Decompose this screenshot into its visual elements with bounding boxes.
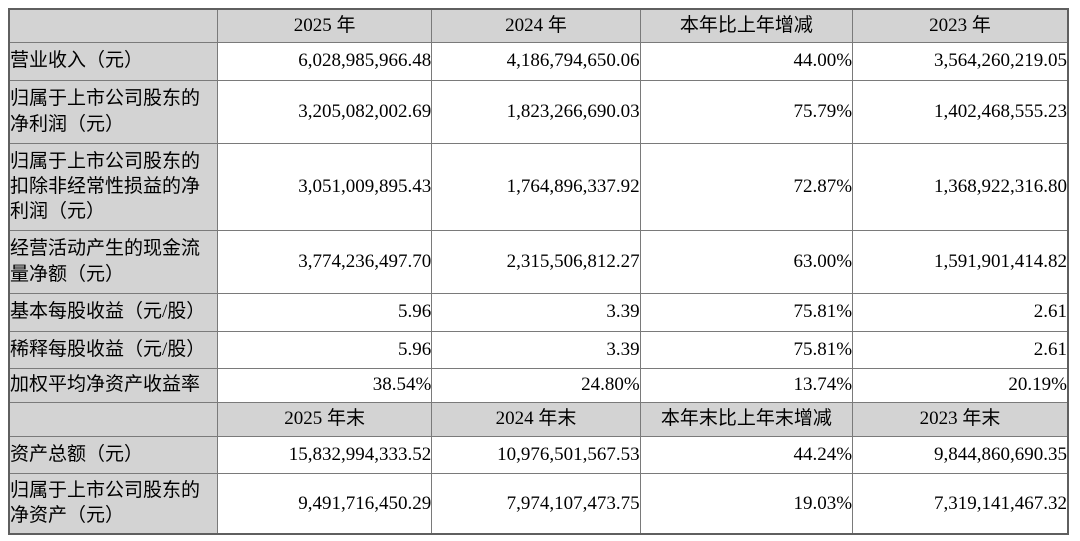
cell-value: 2.61	[852, 330, 1069, 369]
row-label: 归属于上市公司股东的净资产（元）	[8, 472, 218, 535]
cell-value: 3,774,236,497.70	[216, 229, 433, 294]
cell-value: 9,844,860,690.35	[852, 435, 1069, 474]
table-row-revenue: 营业收入（元） 6,028,985,966.48 4,186,794,650.0…	[8, 41, 1069, 81]
cell-value: 24.80%	[431, 367, 641, 403]
row-label: 加权平均净资产收益率	[8, 367, 218, 403]
cell-value: 44.00%	[639, 41, 854, 81]
cell-value: 72.87%	[639, 142, 854, 231]
row-label: 稀释每股收益（元/股）	[8, 330, 218, 369]
cell-value: 2,315,506,812.27	[431, 229, 641, 294]
cell-value: 1,402,468,555.23	[852, 79, 1069, 144]
cell-value: 3,564,260,219.05	[852, 41, 1069, 81]
cell-value: 75.81%	[639, 292, 854, 332]
section2-header-row: 2025 年末 2024 年末 本年末比上年末增减 2023 年末	[8, 401, 1069, 437]
col-header-yoy-change: 本年比上年增减	[639, 8, 854, 43]
cell-value: 75.79%	[639, 79, 854, 144]
corner-cell	[8, 8, 218, 43]
table-row-total-assets: 资产总额（元） 15,832,994,333.52 10,976,501,567…	[8, 435, 1069, 474]
cell-value: 4,186,794,650.06	[431, 41, 641, 81]
cell-value: 38.54%	[216, 367, 433, 403]
cell-value: 13.74%	[639, 367, 854, 403]
table-row-net-profit-excl-nonrecurring: 归属于上市公司股东的扣除非经常性损益的净利润（元） 3,051,009,895.…	[8, 142, 1069, 231]
row-label: 基本每股收益（元/股）	[8, 292, 218, 332]
cell-value: 3,051,009,895.43	[216, 142, 433, 231]
cell-value: 9,491,716,450.29	[216, 472, 433, 535]
cell-value: 6,028,985,966.48	[216, 41, 433, 81]
col-header-2025-end: 2025 年末	[216, 401, 433, 437]
col-header-2023: 2023 年	[852, 8, 1069, 43]
financial-summary-table: 2025 年 2024 年 本年比上年增减 2023 年 营业收入（元） 6,0…	[8, 8, 1069, 535]
col-header-2023-end: 2023 年末	[852, 401, 1069, 437]
cell-value: 75.81%	[639, 330, 854, 369]
cell-value: 1,368,922,316.80	[852, 142, 1069, 231]
section1-header-row: 2025 年 2024 年 本年比上年增减 2023 年	[8, 8, 1069, 43]
row-label: 经营活动产生的现金流量净额（元）	[8, 229, 218, 294]
cell-value: 3,205,082,002.69	[216, 79, 433, 144]
table-row-net-assets: 归属于上市公司股东的净资产（元） 9,491,716,450.29 7,974,…	[8, 472, 1069, 535]
table-row-basic-eps: 基本每股收益（元/股） 5.96 3.39 75.81% 2.61	[8, 292, 1069, 332]
cell-value: 3.39	[431, 292, 641, 332]
cell-value: 2.61	[852, 292, 1069, 332]
corner-cell	[8, 401, 218, 437]
cell-value: 7,974,107,473.75	[431, 472, 641, 535]
row-label: 营业收入（元）	[8, 41, 218, 81]
cell-value: 63.00%	[639, 229, 854, 294]
col-header-2025: 2025 年	[216, 8, 433, 43]
table-row-operating-cashflow: 经营活动产生的现金流量净额（元） 3,774,236,497.70 2,315,…	[8, 229, 1069, 294]
col-header-yearend-change: 本年末比上年末增减	[639, 401, 854, 437]
cell-value: 10,976,501,567.53	[431, 435, 641, 474]
cell-value: 7,319,141,467.32	[852, 472, 1069, 535]
cell-value: 15,832,994,333.52	[216, 435, 433, 474]
row-label: 归属于上市公司股东的净利润（元）	[8, 79, 218, 144]
col-header-2024: 2024 年	[431, 8, 641, 43]
cell-value: 20.19%	[852, 367, 1069, 403]
cell-value: 1,764,896,337.92	[431, 142, 641, 231]
row-label: 资产总额（元）	[8, 435, 218, 474]
table-row-weighted-avg-roe: 加权平均净资产收益率 38.54% 24.80% 13.74% 20.19%	[8, 367, 1069, 403]
cell-value: 44.24%	[639, 435, 854, 474]
cell-value: 5.96	[216, 330, 433, 369]
cell-value: 1,823,266,690.03	[431, 79, 641, 144]
col-header-2024-end: 2024 年末	[431, 401, 641, 437]
table-row-net-profit: 归属于上市公司股东的净利润（元） 3,205,082,002.69 1,823,…	[8, 79, 1069, 144]
cell-value: 1,591,901,414.82	[852, 229, 1069, 294]
cell-value: 3.39	[431, 330, 641, 369]
table-row-diluted-eps: 稀释每股收益（元/股） 5.96 3.39 75.81% 2.61	[8, 330, 1069, 369]
cell-value: 5.96	[216, 292, 433, 332]
row-label: 归属于上市公司股东的扣除非经常性损益的净利润（元）	[8, 142, 218, 231]
cell-value: 19.03%	[639, 472, 854, 535]
